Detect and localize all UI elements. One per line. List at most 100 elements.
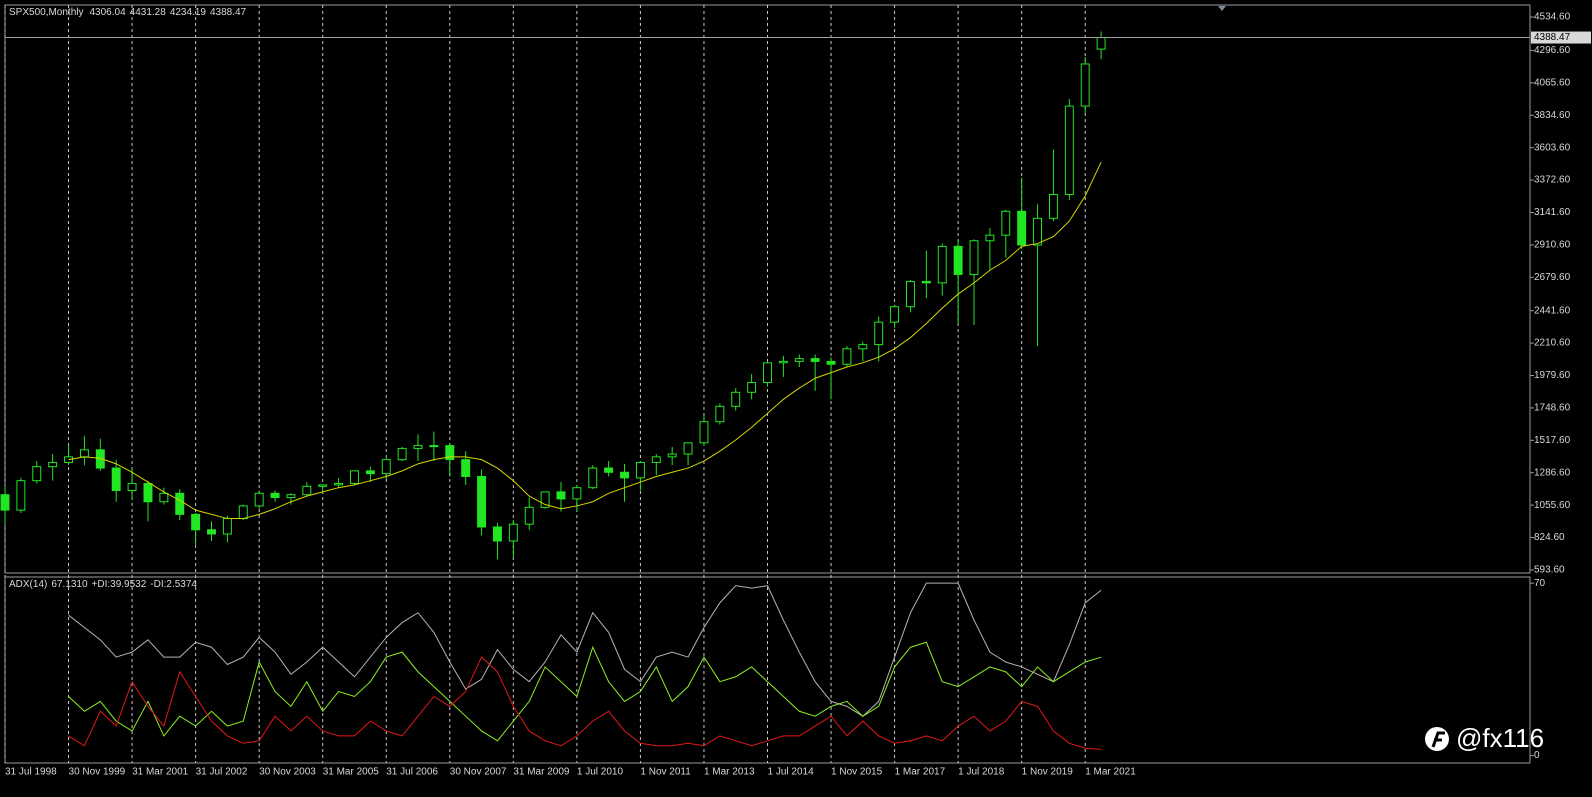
x-tick-label: 1 Nov 2011 <box>640 767 691 778</box>
adx-header: ADX(14) 67.1310 +DI:39.9532 -DI:2.5374 <box>9 579 197 590</box>
x-tick-label: 31 Jul 1998 <box>5 767 57 778</box>
candle-body <box>635 461 645 479</box>
candle-body <box>524 506 534 525</box>
candle-body <box>461 459 471 477</box>
x-tick-label: 31 Jul 2002 <box>196 767 248 778</box>
candle-body <box>492 526 502 542</box>
legend-entry: -DI: <box>150 579 166 590</box>
header-close: 4388.47 <box>210 7 247 18</box>
candle-body <box>937 245 947 284</box>
candle-body <box>842 348 852 365</box>
header-open: 4306.04 <box>90 7 127 18</box>
y-tick-label: 1286.60 <box>1534 467 1571 478</box>
candle-body <box>826 360 836 365</box>
y-tick-label: 2210.60 <box>1534 338 1571 349</box>
candle-body <box>350 470 359 484</box>
candle-body <box>429 445 439 448</box>
candle-body <box>413 445 423 449</box>
candle-body <box>302 485 312 496</box>
y-tick-label: 3603.60 <box>1534 142 1571 153</box>
candle-body <box>0 494 10 511</box>
legend-entry: +DI: <box>92 579 111 590</box>
y-tick-label: 2910.60 <box>1534 240 1571 251</box>
x-tick-label: 31 Mar 2009 <box>513 767 570 778</box>
candle-body <box>651 456 661 463</box>
candle-body <box>763 362 772 383</box>
candle-body <box>683 442 693 455</box>
header-low: 4234.19 <box>170 7 207 18</box>
candle-body <box>1080 63 1090 107</box>
x-tick-label: 1 Jul 2018 <box>958 767 1005 778</box>
candle-body <box>1017 210 1027 246</box>
candle-body <box>699 421 709 444</box>
candle-body <box>778 360 788 364</box>
candle-body <box>159 492 169 503</box>
candle-body <box>1001 210 1011 236</box>
x-tick-label: 30 Nov 1999 <box>69 767 126 778</box>
x-tick-label: 30 Nov 2007 <box>450 767 507 778</box>
candle-body <box>810 358 820 362</box>
y-tick-label: 4065.60 <box>1534 77 1571 88</box>
x-tick-label: 1 Nov 2015 <box>831 767 883 778</box>
candle-body <box>254 492 264 507</box>
legend-entry: ADX(14) <box>9 579 47 590</box>
candle-body <box>572 487 582 500</box>
candle-body <box>238 505 248 520</box>
candle-body <box>365 470 375 475</box>
price-header: SPX500,Monthly 4306.04 4431.28 4234.19 4388.… <box>9 7 247 18</box>
candle-body <box>286 494 296 499</box>
legend-value: 2.5374 <box>166 579 197 590</box>
candle-body <box>334 482 344 486</box>
y-tick-label: 593.60 <box>1534 565 1565 576</box>
symbol-title: SPX500,Monthly <box>9 7 84 18</box>
indicator-line <box>68 582 1102 717</box>
y-tick-label: 1055.60 <box>1534 500 1571 511</box>
last-price-box <box>1531 31 1591 44</box>
x-tick-label: 1 Mar 2017 <box>895 767 946 778</box>
candle-body <box>874 321 884 346</box>
candle-body <box>588 467 598 489</box>
x-tick-label: 1 Mar 2013 <box>704 767 755 778</box>
candle-body <box>222 518 232 535</box>
candle-body <box>79 449 89 458</box>
candle-body <box>905 280 915 308</box>
y-tick-label: 1748.60 <box>1534 403 1571 414</box>
header-high: 4431.28 <box>130 7 167 18</box>
x-tick-label: 1 Mar 2021 <box>1085 767 1136 778</box>
candle-body <box>397 447 407 461</box>
candle-body <box>969 240 979 275</box>
candle-body <box>921 280 931 284</box>
candle-body <box>1064 105 1074 195</box>
x-tick-label: 1 Nov 2019 <box>1022 767 1074 778</box>
candle-body <box>604 467 614 473</box>
y-tick-label: 2679.60 <box>1534 272 1571 283</box>
candle-body <box>747 381 757 393</box>
candle-body <box>794 358 804 362</box>
candle-body <box>48 461 58 468</box>
moving-average <box>68 161 1102 520</box>
candle-body <box>16 480 26 511</box>
candle-body <box>985 234 995 242</box>
x-tick-label: 1 Jul 2010 <box>577 767 624 778</box>
candle-body <box>477 475 487 528</box>
y-tick-label: 824.60 <box>1534 532 1565 543</box>
x-tick-label: 30 Nov 2003 <box>259 767 316 778</box>
watermark-icon-glyph <box>1431 731 1445 748</box>
candle-body <box>858 344 868 350</box>
y-tick-label: 3834.60 <box>1534 110 1571 121</box>
candle-body <box>731 391 741 407</box>
y-tick-label: 3372.60 <box>1534 175 1571 186</box>
candle-body <box>890 306 900 323</box>
last-price-label: 4388.47 <box>1534 32 1571 43</box>
candle-body <box>175 492 185 515</box>
y-tick-label: 70 <box>1534 578 1546 589</box>
y-tick-label: 0 <box>1534 750 1540 761</box>
shift-marker <box>1218 6 1226 11</box>
candle-body <box>381 459 391 475</box>
y-tick-label: 2441.60 <box>1534 305 1571 316</box>
candle-body <box>1048 193 1058 219</box>
candle-body <box>127 482 137 492</box>
